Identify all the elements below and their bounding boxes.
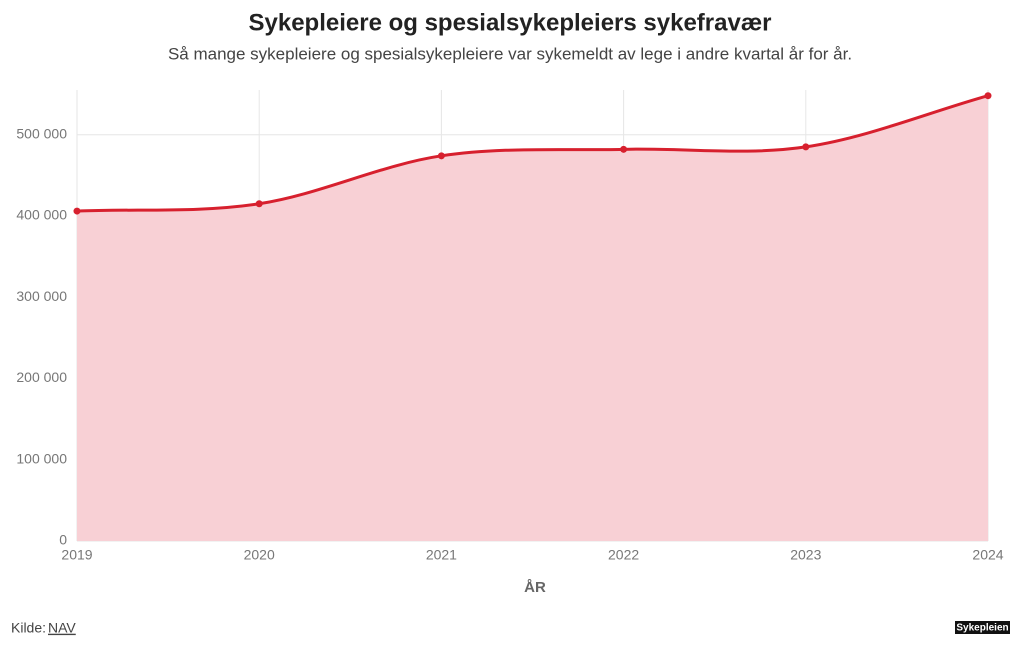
point bbox=[802, 143, 810, 151]
y-tick-label: 200 000 bbox=[16, 369, 67, 385]
point bbox=[620, 145, 628, 153]
y-tick-label: 0 bbox=[59, 532, 67, 548]
logo: Sykepleien bbox=[956, 623, 1008, 634]
y-tick-label: 400 000 bbox=[16, 207, 67, 223]
y-tick-label: 100 000 bbox=[16, 450, 67, 466]
x-tick-label: 2020 bbox=[244, 547, 275, 563]
x-tick-label: 2021 bbox=[426, 547, 457, 563]
y-tick-label: 300 000 bbox=[16, 288, 67, 304]
source-prefix: Kilde: bbox=[11, 620, 46, 636]
logo-box bbox=[955, 621, 1010, 634]
chart-subtitle: Så mange sykepleiere og spesialsykepleie… bbox=[168, 44, 852, 63]
x-tick-label: 2024 bbox=[972, 547, 1003, 563]
point bbox=[255, 200, 263, 208]
source-link[interactable]: NAV bbox=[48, 620, 76, 636]
point bbox=[73, 207, 81, 215]
x-tick-label: 2019 bbox=[61, 547, 92, 563]
x-axis-label: ÅR bbox=[524, 579, 546, 596]
chart-title: Sykepleiere og spesialsykepleiers sykefr… bbox=[248, 9, 771, 36]
line bbox=[76, 94, 989, 213]
point bbox=[984, 92, 992, 100]
area bbox=[77, 95, 988, 541]
x-tick-label: 2023 bbox=[790, 547, 821, 563]
x-tick-label: 2022 bbox=[608, 547, 639, 563]
point bbox=[437, 152, 445, 160]
y-tick-label: 500 000 bbox=[16, 125, 67, 141]
